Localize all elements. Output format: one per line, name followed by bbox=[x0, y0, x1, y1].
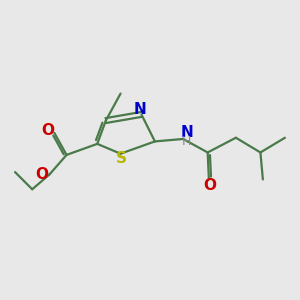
Text: S: S bbox=[116, 151, 127, 166]
Text: H: H bbox=[182, 135, 191, 148]
Text: N: N bbox=[134, 101, 147, 116]
Text: O: O bbox=[41, 123, 54, 138]
Text: N: N bbox=[180, 125, 193, 140]
Text: O: O bbox=[204, 178, 217, 193]
Text: O: O bbox=[35, 167, 49, 182]
